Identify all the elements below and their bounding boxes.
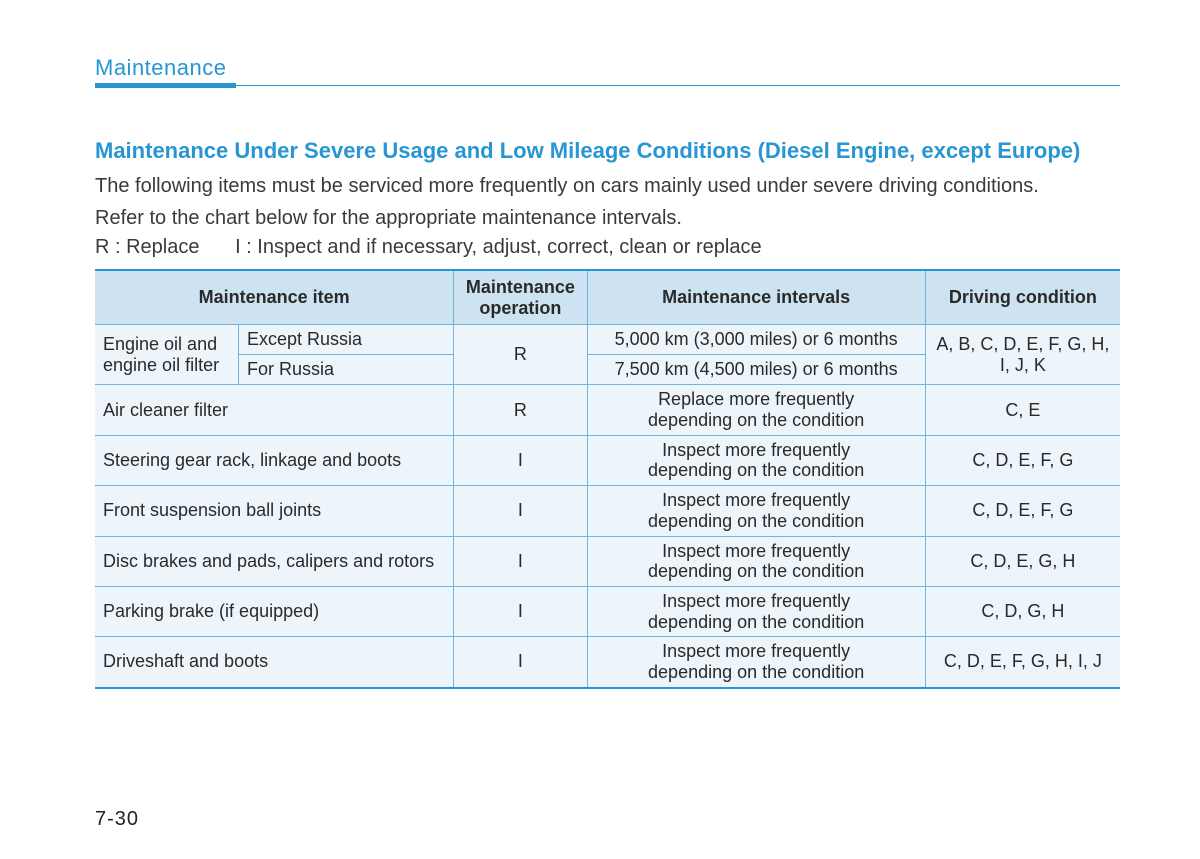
cell-item: Front suspension ball joints bbox=[95, 486, 454, 536]
cell-subitem: Except Russia bbox=[239, 325, 454, 355]
cell-op: R bbox=[454, 325, 587, 385]
cell-cond: C, D, E, F, G bbox=[925, 486, 1120, 536]
cell-interval: Inspect more frequentlydepending on the … bbox=[587, 536, 925, 586]
cell-cond: A, B, C, D, E, F, G, H, I, J, K bbox=[925, 325, 1120, 385]
cell-item: Steering gear rack, linkage and boots bbox=[95, 435, 454, 485]
cell-op: R bbox=[454, 385, 587, 435]
cell-op: I bbox=[454, 536, 587, 586]
interval-line1: Replace more frequently bbox=[658, 389, 854, 409]
interval-line2: depending on the condition bbox=[648, 612, 864, 632]
section-title: Maintenance Under Severe Usage and Low M… bbox=[95, 138, 1120, 164]
table-row: Disc brakes and pads, calipers and rotor… bbox=[95, 536, 1120, 586]
intro-line-1: The following items must be serviced mor… bbox=[95, 172, 1120, 200]
th-operation: Maintenance operation bbox=[454, 270, 587, 325]
page-number: 7-30 bbox=[95, 808, 139, 831]
cell-interval: 5,000 km (3,000 miles) or 6 months bbox=[587, 325, 925, 355]
th-condition: Driving condition bbox=[925, 270, 1120, 325]
cell-interval: Replace more frequentlydepending on the … bbox=[587, 385, 925, 435]
table-row: Steering gear rack, linkage and boots I … bbox=[95, 435, 1120, 485]
cell-item: Engine oil and engine oil filter bbox=[95, 325, 239, 385]
cell-interval: Inspect more frequentlydepending on the … bbox=[587, 637, 925, 688]
table-row: Front suspension ball joints I Inspect m… bbox=[95, 486, 1120, 536]
table-row: Air cleaner filter R Replace more freque… bbox=[95, 385, 1120, 435]
interval-line2: depending on the condition bbox=[648, 662, 864, 682]
interval-line1: Inspect more frequently bbox=[662, 591, 850, 611]
cell-cond: C, E bbox=[925, 385, 1120, 435]
cell-item: Parking brake (if equipped) bbox=[95, 586, 454, 636]
cell-subitem: For Russia bbox=[239, 355, 454, 385]
interval-line1: Inspect more frequently bbox=[662, 440, 850, 460]
interval-line1: Inspect more frequently bbox=[662, 541, 850, 561]
interval-line2: depending on the condition bbox=[648, 511, 864, 531]
interval-line1: Inspect more frequently bbox=[662, 490, 850, 510]
cell-item: Air cleaner filter bbox=[95, 385, 454, 435]
cell-cond: C, D, G, H bbox=[925, 586, 1120, 636]
th-item: Maintenance item bbox=[95, 270, 454, 325]
table-row: Engine oil and engine oil filter Except … bbox=[95, 325, 1120, 355]
cell-op: I bbox=[454, 586, 587, 636]
cell-op: I bbox=[454, 435, 587, 485]
cell-cond: C, D, E, F, G bbox=[925, 435, 1120, 485]
cell-item: Disc brakes and pads, calipers and rotor… bbox=[95, 536, 454, 586]
cell-item: Driveshaft and boots bbox=[95, 637, 454, 688]
legend-inspect: I : Inspect and if necessary, adjust, co… bbox=[235, 236, 762, 259]
interval-line2: depending on the condition bbox=[648, 410, 864, 430]
cell-op: I bbox=[454, 486, 587, 536]
th-intervals: Maintenance intervals bbox=[587, 270, 925, 325]
cell-interval: 7,500 km (4,500 miles) or 6 months bbox=[587, 355, 925, 385]
page-header: Maintenance bbox=[95, 55, 1120, 88]
table-header-row: Maintenance item Maintenance operation M… bbox=[95, 270, 1120, 325]
interval-line2: depending on the condition bbox=[648, 561, 864, 581]
maintenance-table: Maintenance item Maintenance operation M… bbox=[95, 269, 1120, 689]
cell-cond: C, D, E, G, H bbox=[925, 536, 1120, 586]
cell-interval: Inspect more frequentlydepending on the … bbox=[587, 435, 925, 485]
intro-line-2: Refer to the chart below for the appropr… bbox=[95, 204, 1120, 232]
header-rule bbox=[236, 85, 1120, 86]
table-row: Parking brake (if equipped) I Inspect mo… bbox=[95, 586, 1120, 636]
header-title: Maintenance bbox=[95, 55, 236, 88]
legend: R : Replace I : Inspect and if necessary… bbox=[95, 236, 1120, 259]
cell-interval: Inspect more frequentlydepending on the … bbox=[587, 586, 925, 636]
table-row: Driveshaft and boots I Inspect more freq… bbox=[95, 637, 1120, 688]
legend-replace: R : Replace bbox=[95, 236, 200, 259]
interval-line1: Inspect more frequently bbox=[662, 641, 850, 661]
cell-interval: Inspect more frequentlydepending on the … bbox=[587, 486, 925, 536]
cell-cond: C, D, E, F, G, H, I, J bbox=[925, 637, 1120, 688]
cell-op: I bbox=[454, 637, 587, 688]
interval-line2: depending on the condition bbox=[648, 460, 864, 480]
